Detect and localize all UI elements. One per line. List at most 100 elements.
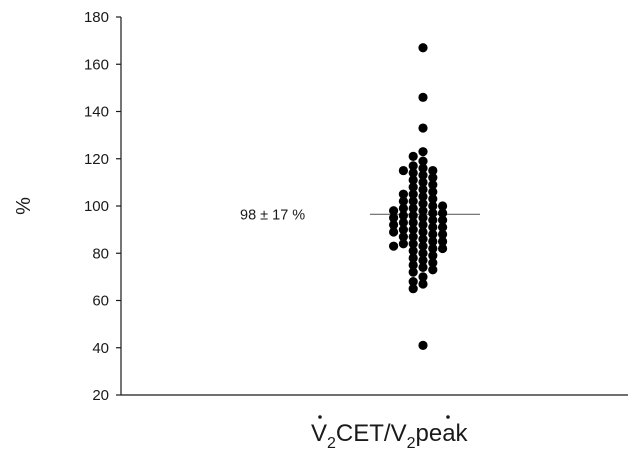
- data-point: [418, 123, 428, 133]
- data-point: [408, 217, 418, 228]
- data-point: [398, 210, 408, 221]
- data-point: [438, 201, 448, 211]
- data-point: [428, 236, 438, 247]
- data-point: [418, 241, 428, 251]
- data-point: [428, 215, 438, 225]
- data-point: [408, 161, 418, 171]
- data-point: [389, 206, 399, 216]
- data-point: [408, 168, 418, 178]
- data-point: [438, 229, 448, 239]
- data-point: [428, 194, 438, 204]
- data-point: [418, 177, 428, 187]
- y-tick-label: 120: [84, 151, 109, 168]
- data-point: [418, 248, 428, 258]
- x-axis-label: V2CET/V2peak: [311, 415, 469, 450]
- data-point: [418, 199, 428, 209]
- y-tick-label: 40: [92, 340, 109, 357]
- y-tick-label: 20: [92, 387, 109, 404]
- data-point: [418, 213, 428, 223]
- y-tick-label: 160: [84, 56, 109, 73]
- data-point: [418, 279, 428, 289]
- y-tick-label: 80: [92, 245, 109, 262]
- data-point: [418, 92, 428, 102]
- data-point: [428, 229, 438, 239]
- data-point: [408, 239, 418, 249]
- data-point: [428, 187, 438, 197]
- data-point: [398, 203, 408, 213]
- data-point: [418, 255, 428, 265]
- y-ticks: 20 40 60 80 100 120 140 160 180: [84, 9, 121, 404]
- data-point: [428, 251, 438, 261]
- data-point: [389, 227, 399, 237]
- xlabel-cet: CET/: [336, 420, 391, 447]
- data-point: [418, 234, 428, 244]
- data-point: [438, 208, 448, 218]
- data-point: [408, 246, 418, 256]
- data-point: [418, 163, 428, 173]
- xlabel-v1: V: [311, 420, 327, 447]
- axes: [120, 17, 628, 396]
- xlabel-v2: V: [391, 420, 407, 447]
- data-point: [438, 243, 448, 254]
- data-point: [398, 189, 408, 199]
- y-tick-label: 180: [84, 9, 109, 26]
- data-point: [418, 156, 428, 166]
- xlabel-peak: peak: [416, 420, 469, 447]
- data-point: [398, 217, 408, 228]
- data-point: [428, 265, 438, 275]
- xlabel-dot-1: [318, 415, 322, 419]
- data-point: [398, 225, 408, 235]
- data-point: [398, 239, 408, 249]
- data-point: [408, 189, 418, 199]
- y-axis-label: %: [13, 197, 35, 215]
- data-point: [438, 215, 448, 225]
- data-point: [408, 196, 418, 206]
- data-point: [418, 184, 428, 195]
- data-point: [438, 236, 448, 247]
- data-point: [418, 170, 428, 180]
- data-point: [408, 284, 418, 294]
- data-point: [408, 210, 418, 221]
- data-point: [418, 340, 428, 350]
- data-point: [408, 175, 418, 185]
- data-point: [428, 222, 438, 232]
- data-point: [418, 272, 428, 282]
- xlabel-sub1: 2: [327, 435, 336, 450]
- data-point: [418, 191, 428, 202]
- y-tick-label: 140: [84, 104, 109, 121]
- mean-sd-annotation: 98 ± 17 %: [240, 207, 305, 223]
- xlabel-sub2: 2: [407, 435, 416, 450]
- data-point: [408, 267, 418, 277]
- data-point: [408, 232, 418, 242]
- data-point: [398, 232, 408, 242]
- data-point: [418, 220, 428, 230]
- data-point: [418, 43, 428, 53]
- data-point: [408, 182, 418, 192]
- data-point: [418, 262, 428, 273]
- data-point: [428, 258, 438, 268]
- data-point: [428, 173, 438, 183]
- data-point: [408, 151, 418, 161]
- data-point: [428, 201, 438, 211]
- data-point: [428, 208, 438, 218]
- data-point: [408, 225, 418, 235]
- data-point: [418, 227, 428, 237]
- data-point: [408, 277, 418, 287]
- data-point: [428, 165, 438, 176]
- svg-text:V2CET/V2peak: V2CET/V2peak: [311, 420, 469, 450]
- data-point: [408, 260, 418, 270]
- data-point: [389, 220, 399, 230]
- data-point: [418, 206, 428, 216]
- data-point: [389, 241, 399, 251]
- data-point: [408, 253, 418, 263]
- data-point: [398, 165, 408, 176]
- data-point: [418, 147, 428, 157]
- y-tick-label: 60: [92, 293, 109, 310]
- data-point: [428, 180, 438, 190]
- data-point: [389, 213, 399, 223]
- data-point: [398, 196, 408, 206]
- xlabel-dot-2: [446, 415, 450, 419]
- data-point: [438, 222, 448, 232]
- data-point: [408, 203, 418, 213]
